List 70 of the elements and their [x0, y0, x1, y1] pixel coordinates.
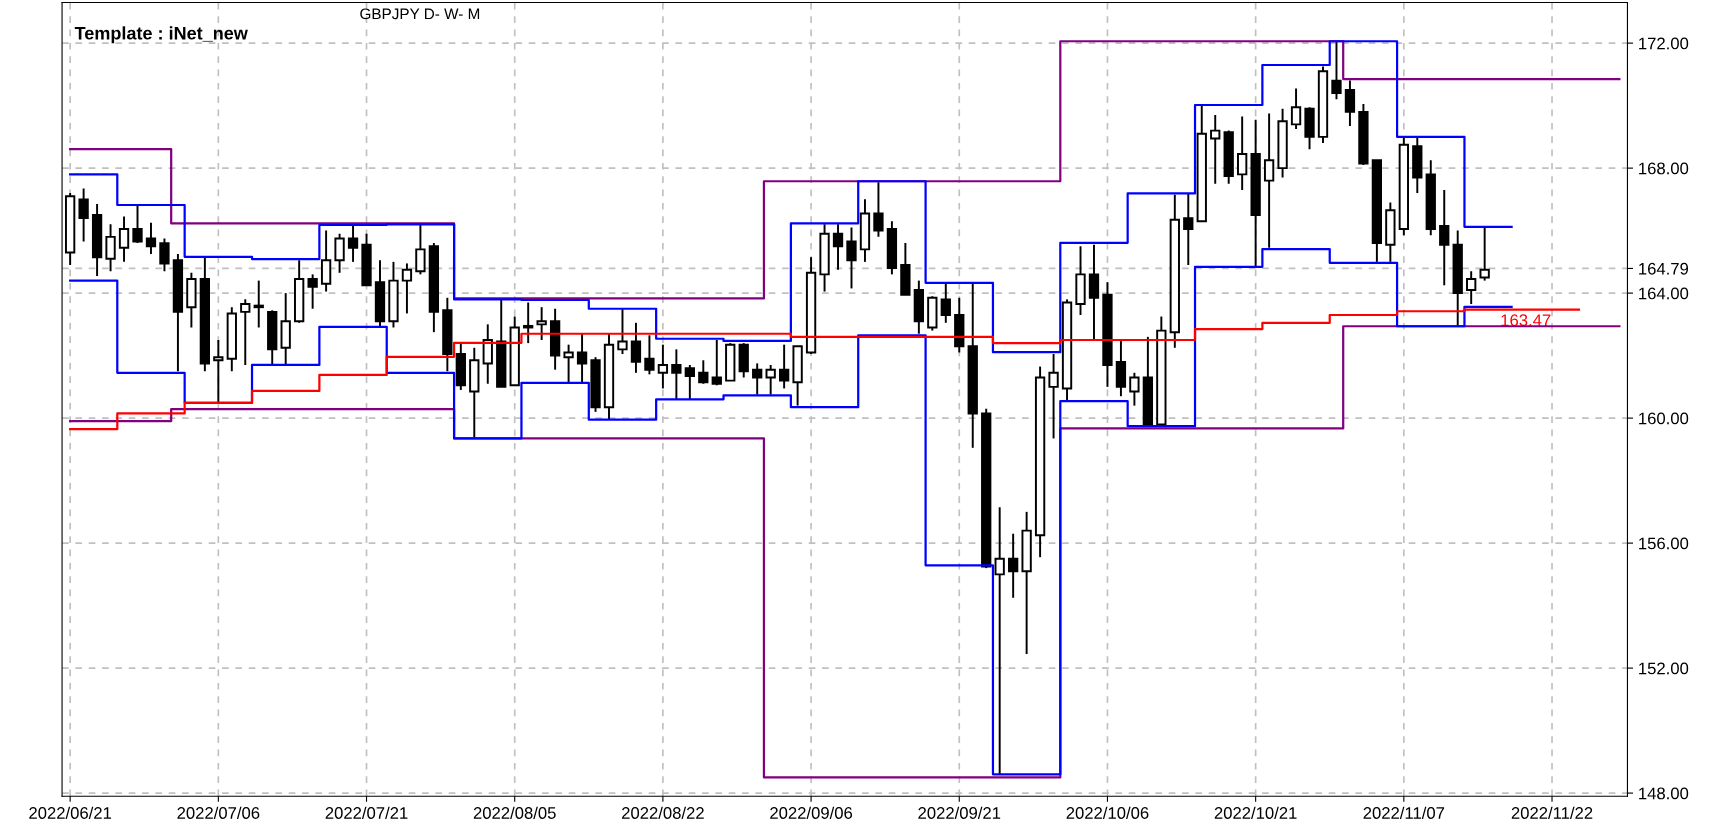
candlestick [132, 204, 143, 245]
candlestick [1048, 353, 1059, 440]
candlestick [1479, 226, 1490, 282]
candlestick [1183, 192, 1194, 266]
candlestick [159, 237, 170, 273]
candlestick [630, 321, 642, 374]
y-tick-label: 160.00 [1639, 412, 1689, 425]
candlestick [576, 332, 588, 384]
x-tick-label: 2022/07/06 [177, 806, 260, 819]
y-tick-label: 164.00 [1639, 287, 1689, 300]
x-tick-label: 2022/09/06 [770, 806, 853, 819]
chart-title: GBPJPY D- W- M [360, 8, 480, 20]
candlestick [1237, 115, 1248, 191]
candlestick [78, 187, 89, 243]
candlestick [307, 273, 318, 310]
candlestick [240, 298, 251, 366]
candlestick [1088, 243, 1100, 341]
candlestick [1210, 114, 1221, 185]
x-tick-label: 2022/11/07 [1363, 806, 1445, 819]
y-tick-label: 156.00 [1639, 537, 1689, 550]
candlestick [523, 301, 534, 345]
x-tick-label: 2022/06/21 [29, 806, 112, 819]
candlestick [752, 362, 763, 396]
candlestick [105, 223, 116, 273]
candlestick [1290, 87, 1302, 131]
candlestick [1008, 532, 1019, 599]
x-tick-label: 2022/07/21 [325, 806, 408, 819]
candlestick [145, 221, 157, 256]
candlestick [684, 364, 695, 401]
candlestick [401, 262, 413, 315]
y-tick-label: 148.00 [1639, 787, 1689, 800]
candlestick [536, 306, 547, 341]
candlestick [1466, 270, 1477, 306]
candlestick [118, 215, 130, 263]
candlestick [1263, 112, 1275, 249]
candlestick [1439, 189, 1450, 287]
x-tick-label: 2022/08/22 [622, 806, 704, 819]
annotation: 163.47 [1501, 314, 1551, 327]
candlestick [846, 226, 857, 290]
candlestick [778, 343, 790, 390]
candlestick [940, 282, 951, 324]
candlestick [644, 334, 655, 376]
candlestick [1129, 371, 1140, 407]
y-tick-label: 164.79 [1639, 262, 1689, 275]
candlestick [698, 359, 709, 385]
candlestick [873, 181, 884, 238]
candlestick [563, 343, 574, 384]
candlestick [671, 348, 682, 401]
x-tick-label: 2022/10/21 [1214, 806, 1297, 819]
y-tick-label: 152.00 [1639, 662, 1689, 675]
candlestick [1331, 40, 1342, 101]
candlestick [765, 364, 776, 396]
x-tick-label: 2022/08/05 [473, 806, 556, 819]
candlestick [657, 343, 669, 390]
x-tick-label: 2022/10/06 [1066, 806, 1149, 819]
y-tick-label: 172.00 [1639, 37, 1689, 50]
candlestick [617, 307, 628, 356]
candlestick [320, 229, 332, 293]
candlestick [347, 224, 359, 263]
x-tick-label: 2022/09/21 [918, 806, 1001, 819]
candlestick [415, 223, 426, 276]
y-tick-label: 168.00 [1639, 162, 1689, 175]
candlestick [711, 339, 722, 387]
text: Template : iNet_new [74, 26, 248, 44]
candlestick [832, 223, 844, 271]
candlestick [253, 279, 264, 329]
x-tick-label: 2022/11/22 [1511, 806, 1593, 819]
candlestick [1344, 79, 1356, 127]
candlestick [994, 506, 1005, 776]
candlestick [334, 232, 345, 274]
